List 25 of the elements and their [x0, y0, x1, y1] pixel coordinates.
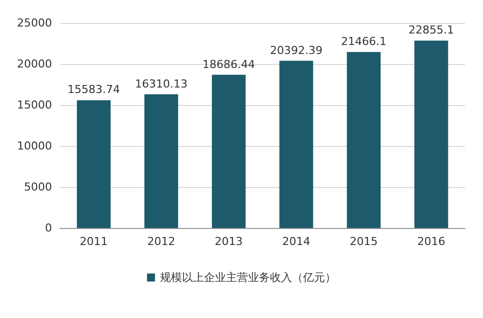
bar [144, 94, 178, 228]
x-tick-label: 2012 [147, 235, 176, 248]
x-tick-label: 2016 [417, 235, 446, 248]
x-tick-label: 2015 [350, 235, 378, 248]
x-tick-label: 2013 [214, 235, 243, 248]
y-tick-label: 20000 [17, 58, 52, 70]
legend-label: 规模以上企业主营业务收入（亿元） [160, 271, 336, 284]
bar [279, 60, 314, 228]
data-label: 22855.1 [408, 24, 454, 37]
bar [212, 74, 246, 228]
bar [414, 40, 448, 228]
bar [76, 100, 111, 228]
y-tick-label: 5000 [24, 180, 52, 194]
y-tick-label: 15000 [17, 98, 52, 112]
data-label: 18686.44 [202, 58, 255, 71]
y-tick-label: 0 [45, 222, 52, 234]
data-label: 21466.1 [341, 34, 386, 48]
y-tick-label: 25000 [17, 16, 52, 30]
x-tick-label: 2011 [80, 235, 108, 248]
y-tick-label: 10000 [17, 140, 52, 152]
data-label: 16310.13 [135, 77, 188, 90]
bar [346, 52, 381, 228]
data-label: 15583.74 [68, 83, 120, 96]
x-tick-label: 2014 [282, 235, 310, 248]
data-label: 20392.39 [270, 44, 322, 57]
